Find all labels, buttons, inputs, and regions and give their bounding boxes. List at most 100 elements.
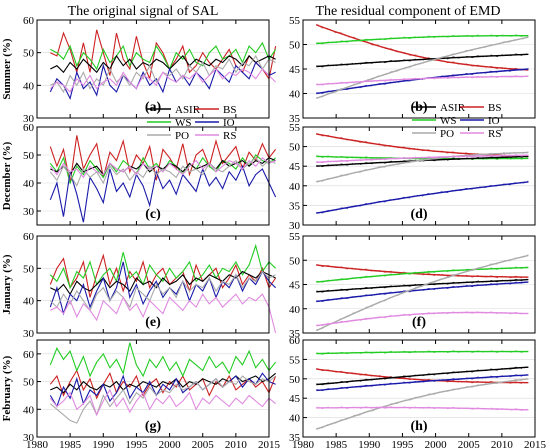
x-tick-label: 2010 <box>225 439 248 448</box>
y-axis-label: January (%) <box>1 254 13 315</box>
y-tick-label: 40 <box>289 413 301 425</box>
legend-label-ws: WS <box>440 115 457 127</box>
x-tick-label: 1980 <box>292 439 315 448</box>
series-fit-io <box>316 180 529 214</box>
plot-frame <box>302 339 536 438</box>
y-tick-label: 40 <box>23 296 35 308</box>
x-tick-label: 2010 <box>491 439 514 448</box>
y-tick-label: 30 <box>23 206 35 218</box>
left-title: The original signal of SAL <box>68 4 219 19</box>
x-tick-label: 1995 <box>391 439 414 448</box>
y-tick-label: 50 <box>23 377 35 389</box>
series-fit-bs <box>316 263 529 279</box>
legend-label-ws: WS <box>175 117 192 129</box>
y-tick-label: 50 <box>289 142 301 154</box>
legend-label-po: PO <box>440 128 454 140</box>
y-tick-label: 60 <box>23 122 35 134</box>
legend-label-asir: ASIR <box>175 104 201 116</box>
legend-label-bs: BS <box>223 104 236 116</box>
legend-label-po: PO <box>175 130 189 142</box>
x-tick-label: 2015 <box>524 439 547 448</box>
series-fit-ws <box>316 350 529 355</box>
panel-label: (c) <box>145 207 161 222</box>
series-line-io <box>49 372 276 408</box>
series-line-po <box>316 254 529 332</box>
panel-label: (h) <box>410 419 427 434</box>
y-tick-label: 55 <box>289 15 301 27</box>
legend-label-io: IO <box>223 117 235 129</box>
series-fit-rs <box>316 153 529 164</box>
y-tick-label: 50 <box>23 263 35 275</box>
series-line-po <box>49 157 276 188</box>
series-line-po <box>316 36 529 100</box>
x-tick-label: 2000 <box>425 439 448 448</box>
panel-f: 35 40 45 50 55 (f) <box>289 231 536 340</box>
y-tick-label: 55 <box>289 122 301 134</box>
right-title: The residual component of EMD <box>315 4 500 19</box>
x-tick-label: 1985 <box>59 439 82 448</box>
panel-label: (d) <box>410 207 427 222</box>
series-fit-po <box>316 151 529 182</box>
y-tick-label: 30 <box>23 328 35 340</box>
x-tick-label: 1985 <box>325 439 348 448</box>
y-axis-label: February (%) <box>1 355 13 421</box>
y-tick-label: 30 <box>23 113 35 125</box>
series-line-asir <box>50 372 276 394</box>
series-fit-ws <box>316 34 529 45</box>
series-fit-po <box>316 254 529 331</box>
panel-d: 30 35 40 45 50 55 (d) <box>289 122 536 232</box>
y-tick-label: 50 <box>289 255 301 267</box>
series-line-ws <box>49 342 277 378</box>
panel-label: (g) <box>145 419 162 434</box>
series-line-asir <box>50 54 276 74</box>
series-fit-rs <box>316 311 529 327</box>
series-line-po <box>316 378 529 430</box>
series-fit-io <box>316 67 529 94</box>
y-tick-label: 40 <box>23 80 35 92</box>
y-tick-label: 60 <box>23 231 35 243</box>
plot-frame <box>36 235 270 334</box>
series-line-po <box>49 375 276 424</box>
x-tick-label: 2005 <box>458 439 481 448</box>
y-tick-label: 35 <box>289 328 301 340</box>
series-line-bs <box>316 264 529 278</box>
y-tick-label: 40 <box>289 181 301 193</box>
series-line-ws <box>50 41 277 71</box>
plot-frame <box>36 339 270 438</box>
y-tick-label: 30 <box>289 220 301 232</box>
y-tick-label: 50 <box>23 48 35 60</box>
panel-e: 30 40 50 60 January (%) (e) <box>1 231 277 340</box>
legend-label-rs: RS <box>488 128 501 140</box>
y-tick-label: 30 <box>23 432 35 444</box>
y-tick-label: 40 <box>289 89 301 101</box>
plot-frame <box>302 126 536 226</box>
y-tick-label: 45 <box>289 280 301 292</box>
series-line-io <box>49 61 276 100</box>
panel-label: (a) <box>145 100 162 115</box>
x-tick-label: 1990 <box>358 439 381 448</box>
y-axis-label: December (%) <box>1 141 13 210</box>
panel-c: 30 40 50 60 December (%) (c) <box>1 122 277 226</box>
x-tick-label: 2000 <box>159 439 182 448</box>
x-tick-label: 1995 <box>125 439 148 448</box>
legend-label-rs: RS <box>223 130 236 142</box>
panel-label: (e) <box>145 315 161 330</box>
series-line-rs <box>49 68 276 93</box>
y-tick-label: 40 <box>289 304 301 316</box>
series-fit-io <box>316 373 529 392</box>
y-tick-label: 55 <box>289 354 301 366</box>
series-fit-io <box>316 280 529 302</box>
y-tick-label: 50 <box>289 40 301 52</box>
series-fit-po <box>316 377 529 429</box>
y-tick-label: 40 <box>23 404 35 416</box>
y-tick-label: 45 <box>289 393 301 405</box>
y-tick-label: 50 <box>289 374 301 386</box>
x-tick-label: 2015 <box>258 439 281 448</box>
series-fit-ws <box>316 266 529 283</box>
series-line-bs <box>49 369 277 400</box>
y-tick-label: 60 <box>289 335 301 347</box>
y-axis-label: Summer (%) <box>1 38 13 100</box>
series-fit-rs <box>316 75 529 86</box>
